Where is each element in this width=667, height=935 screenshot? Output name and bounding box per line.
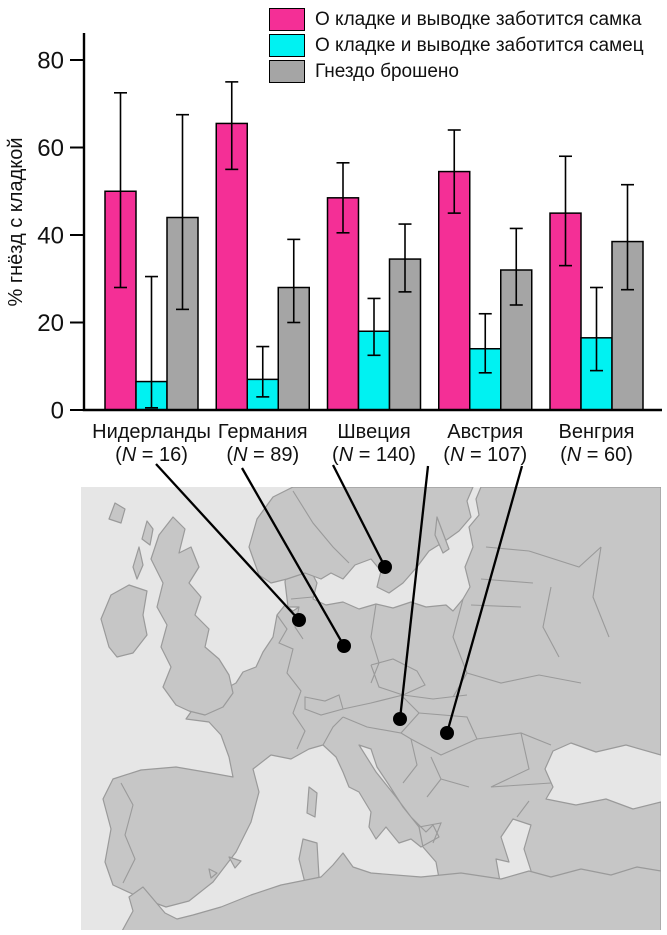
legend-swatch-abandoned [269,60,305,83]
map-region-isles [132,546,144,580]
sample-size-label: (N = 107) [443,444,527,466]
bar [326,197,360,411]
sample-size-label: (N = 140) [332,444,416,466]
map-region-balearics [208,856,242,879]
y-tick-label: 20 [37,310,64,337]
category-label: Австрия [447,421,523,443]
legend-item-abandoned: Гнездо брошено [269,60,644,83]
sample-size-label: (N = 89) [226,444,299,466]
sample-size-label: (N = 60) [560,444,633,466]
legend-label-abandoned: Гнездо брошено [315,61,459,82]
y-tick-label: 40 [37,223,64,250]
map-region-corsica [306,786,318,818]
legend-label-female: О кладке и выводке заботится самка [315,9,642,30]
map-region-north-africa [121,852,661,930]
map-region-isles2 [141,520,154,546]
map-region-ireland [100,584,148,658]
europe-map [81,487,661,930]
category-label: Нидерланды [92,421,211,443]
category-label: Швеция [337,421,410,443]
sample-size-label: (N = 16) [115,444,188,466]
bar [611,240,644,411]
legend-item-female: О кладке и выводке заботится самка [269,8,644,31]
legend-item-male: О кладке и выводке заботится самец [269,34,644,57]
category-label: Венгрия [559,421,635,443]
legend-label-male: О кладке и выводке заботится самец [315,35,644,56]
category-label: Германия [218,421,308,443]
legend-swatch-female [269,8,305,31]
legend-swatch-male [269,34,305,57]
y-tick-label: 0 [51,398,64,425]
y-axis-title: % гнёзд с кладкой [5,137,27,306]
y-tick-label: 60 [37,135,64,162]
y-tick-label: 80 [37,48,64,75]
chart-legend: О кладке и выводке заботится самка О кла… [269,8,644,86]
bar [215,122,248,411]
map-region-isles3 [108,502,126,524]
